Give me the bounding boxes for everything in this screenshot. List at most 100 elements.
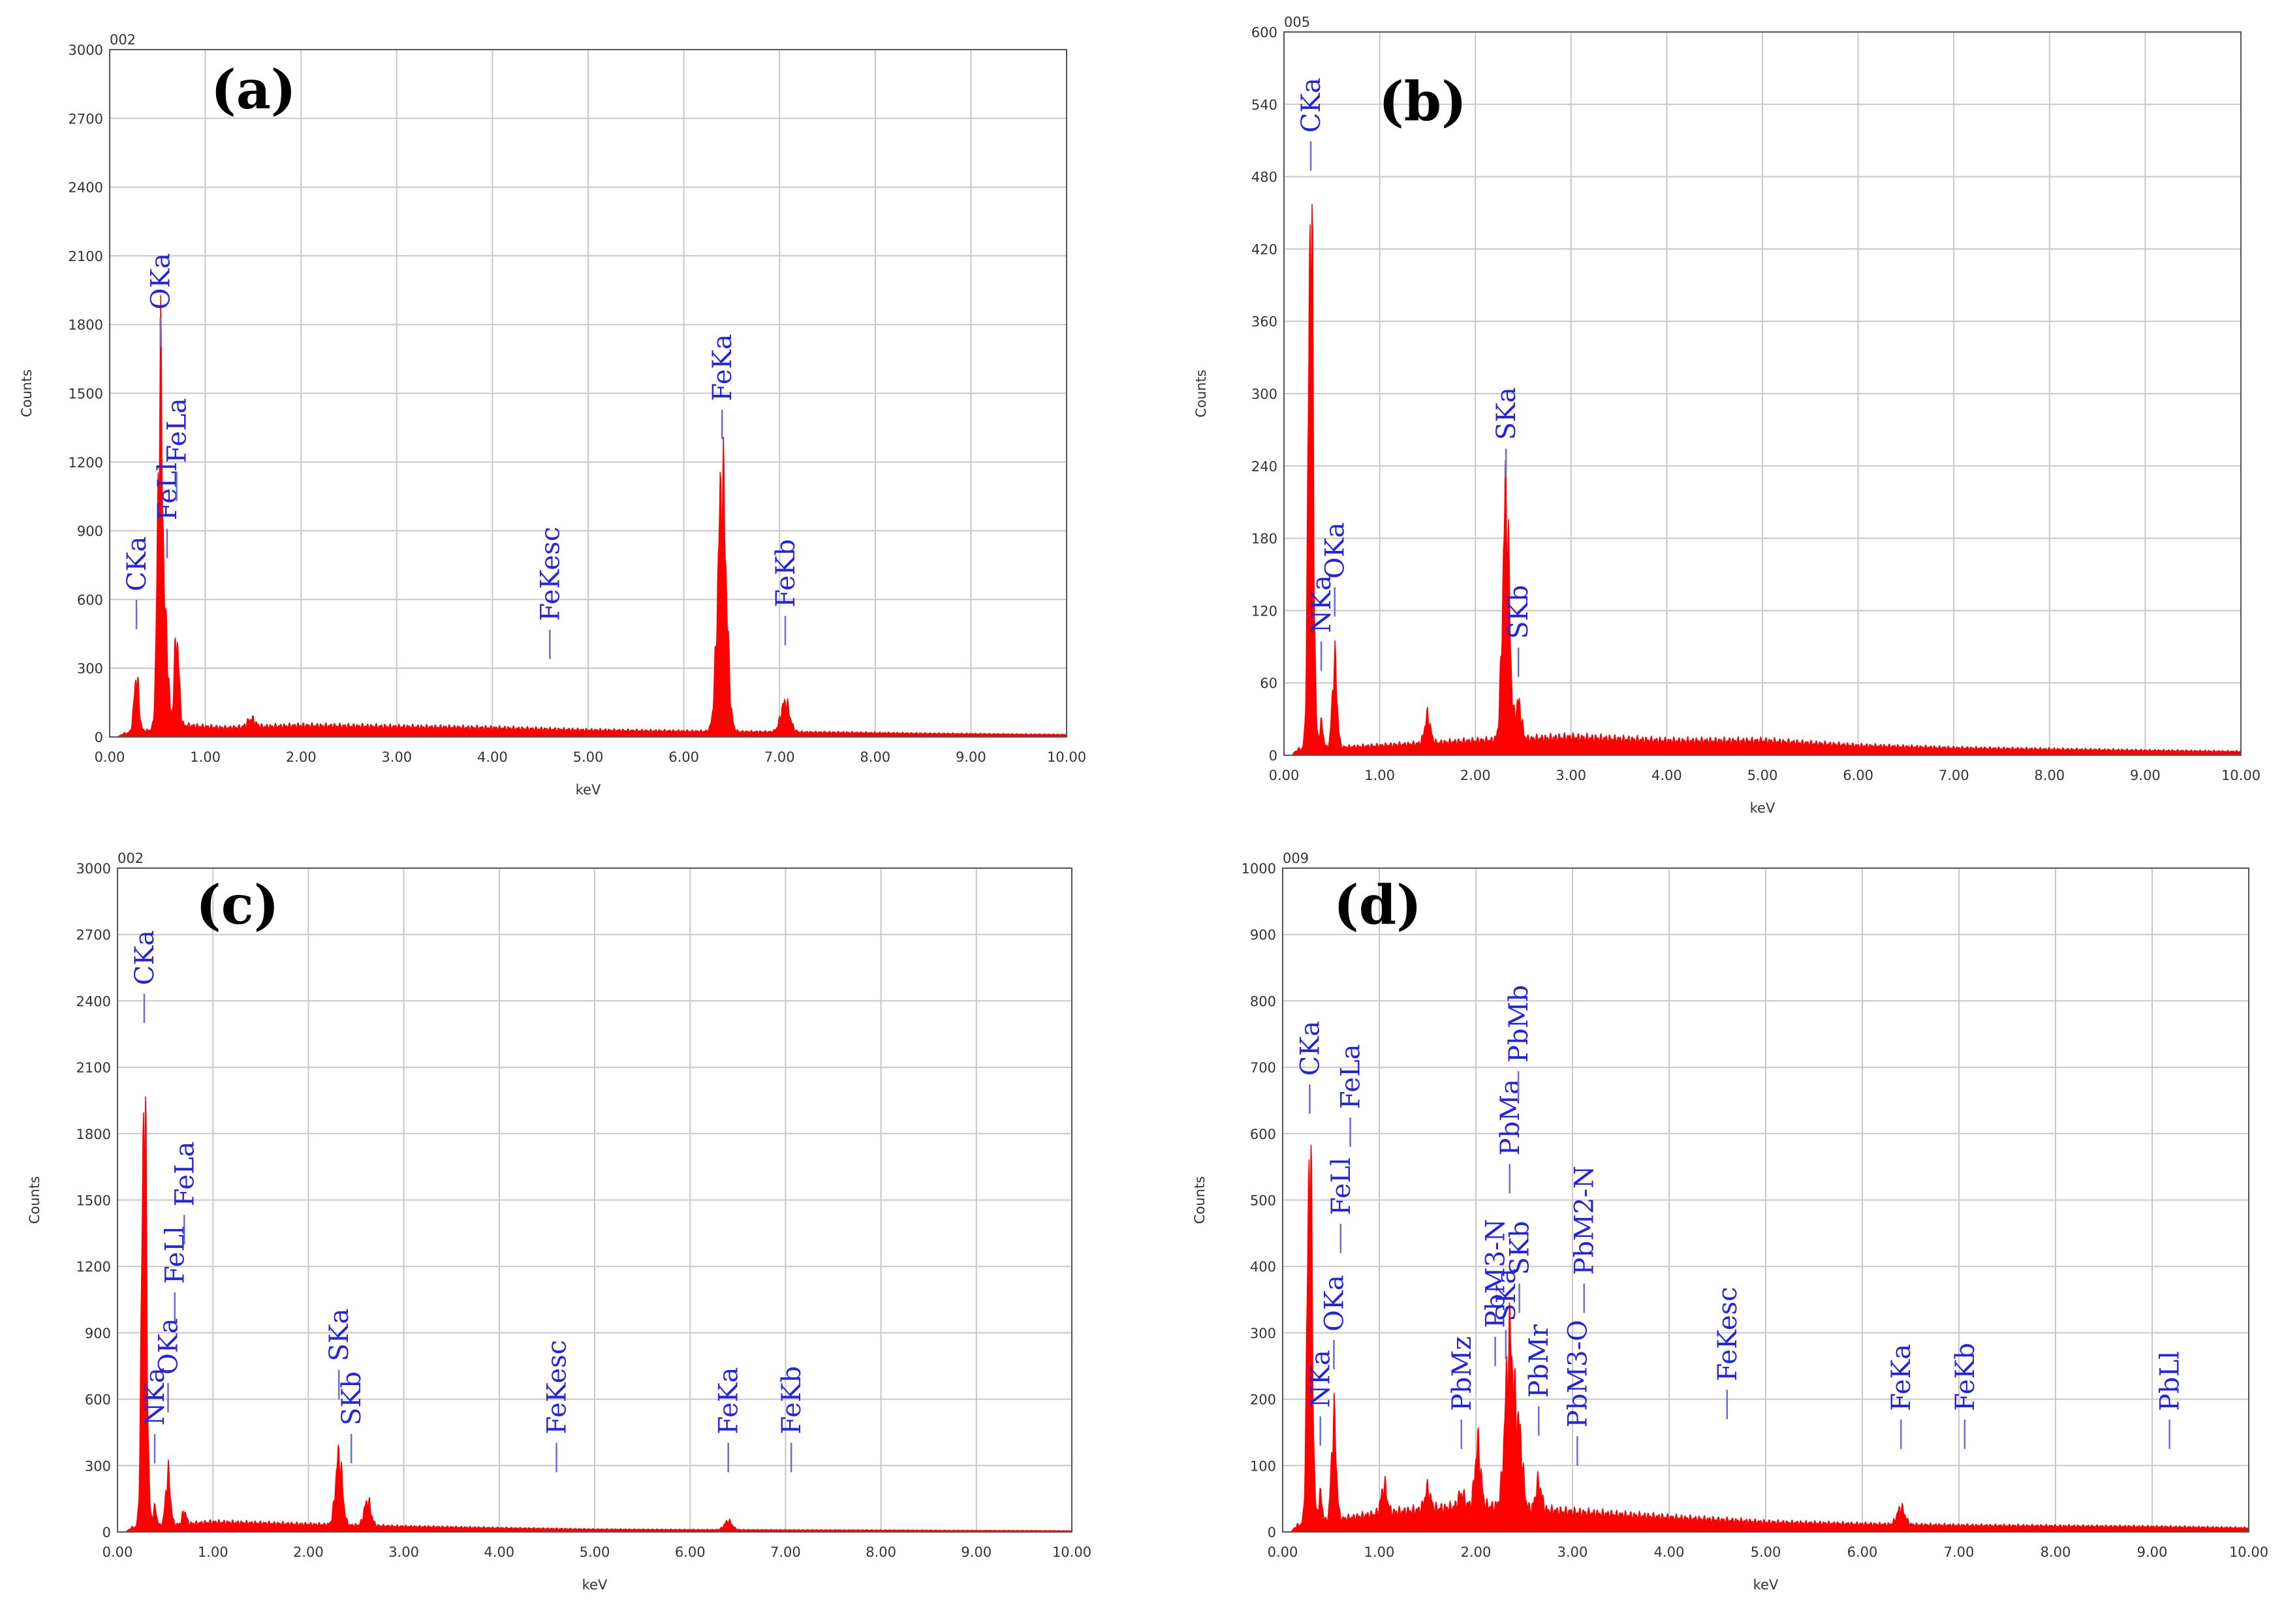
y-tick-label: 600 — [85, 1392, 111, 1408]
peak-label: FeLl — [153, 463, 183, 521]
peak-label: CKa — [130, 930, 160, 985]
peak-label: FeKa — [708, 334, 738, 401]
peak-label: FeKb — [777, 1366, 807, 1435]
x-tick-label: 9.00 — [956, 749, 986, 765]
x-tick-label: 10.00 — [2221, 768, 2261, 783]
y-tick-label: 700 — [1250, 1060, 1276, 1076]
x-tick-label: 3.00 — [388, 1544, 419, 1560]
peak-label: OKa — [1321, 522, 1351, 579]
y-tick-label: 1500 — [69, 386, 103, 402]
y-tick-label: 2400 — [69, 180, 103, 196]
y-tick-label: 400 — [1250, 1259, 1276, 1275]
x-tick-label: 4.00 — [477, 749, 508, 765]
y-tick-label: 300 — [1251, 386, 1277, 402]
x-tick-label: 8.00 — [866, 1544, 896, 1560]
spectrum-trace — [109, 294, 1067, 738]
y-axis-title: Counts — [1192, 1176, 1208, 1224]
y-tick-label: 3000 — [69, 42, 103, 58]
plot-frame — [1283, 31, 2242, 756]
peak-label: PbMr — [1524, 1324, 1554, 1398]
peak-label: NKa — [140, 1367, 170, 1426]
y-tick-label: 1200 — [69, 455, 103, 471]
x-tick-label: 0.00 — [102, 1544, 133, 1560]
y-tick-label: 800 — [1250, 993, 1276, 1009]
x-tick-label: 6.00 — [668, 749, 699, 765]
x-tick-label: 9.00 — [961, 1544, 992, 1560]
y-tick-label: 200 — [1250, 1392, 1276, 1408]
x-tick-label: 2.00 — [1460, 768, 1491, 783]
x-tick-label: 5.00 — [1751, 1544, 1781, 1560]
x-axis-title: keV — [1750, 800, 1776, 816]
peak-label: FeKesc — [1713, 1287, 1743, 1381]
y-tick-label: 1800 — [69, 317, 103, 333]
x-tick-label: 5.00 — [1747, 768, 1778, 783]
y-tick-label: 0 — [95, 730, 103, 745]
spectrum-trace — [1283, 204, 2242, 756]
peak-label: FeLl — [161, 1226, 191, 1284]
x-tick-label: 10.00 — [1052, 1544, 1091, 1560]
x-tick-label: 1.00 — [198, 1544, 228, 1560]
y-tick-label: 900 — [85, 1326, 111, 1341]
peak-label: FeLa — [170, 1142, 200, 1207]
x-tick-label: 3.00 — [1557, 1544, 1588, 1560]
x-tick-label: 1.00 — [1364, 768, 1395, 783]
x-axis-title: keV — [1753, 1577, 1779, 1593]
x-tick-label: 7.00 — [1944, 1544, 1975, 1560]
panel-tag: (c) — [196, 874, 279, 937]
x-axis-title: keV — [576, 782, 601, 798]
y-tick-label: 0 — [1268, 1525, 1276, 1540]
y-tick-label: 480 — [1251, 170, 1277, 185]
plot-frame — [117, 867, 1072, 1533]
y-tick-label: 300 — [1250, 1326, 1276, 1341]
panel-tag: (b) — [1379, 70, 1467, 133]
x-tick-label: 10.00 — [2229, 1544, 2268, 1560]
x-tick-label: 1.00 — [1364, 1544, 1395, 1560]
sample-id-label: 005 — [1284, 14, 1310, 30]
y-tick-label: 900 — [1250, 928, 1276, 943]
peak-label: PbM3-O — [1563, 1320, 1593, 1428]
peak-label: OKa — [1319, 1275, 1349, 1332]
y-tick-label: 300 — [85, 1458, 111, 1474]
y-tick-label: 900 — [77, 523, 103, 539]
peak-label: SKb — [337, 1371, 367, 1426]
peak-label: CKa — [1296, 78, 1326, 133]
y-tick-label: 420 — [1251, 242, 1277, 257]
y-axis-title: Counts — [27, 1176, 42, 1224]
x-tick-label: 8.00 — [860, 749, 890, 765]
y-tick-label: 2100 — [76, 1060, 111, 1076]
x-axis-title: keV — [582, 1577, 608, 1593]
x-tick-label: 10.00 — [1047, 749, 1086, 765]
y-tick-label: 360 — [1251, 314, 1277, 330]
peak-label: SKa — [1492, 1268, 1522, 1321]
x-tick-label: 1.00 — [190, 749, 221, 765]
peak-label: PbM3-N — [1481, 1219, 1511, 1328]
spectrum-panel: 0.00 1.00 2.00 3.00 4.00 5.00 6.00 7.00 8.00 9.00… — [27, 851, 1091, 1593]
y-tick-label: 2700 — [76, 928, 111, 943]
peak-label: SKa — [324, 1308, 354, 1361]
peak-label: NKa — [1307, 575, 1337, 633]
x-tick-label: 7.00 — [764, 749, 795, 765]
y-tick-label: 0 — [102, 1525, 111, 1540]
y-tick-label: 180 — [1251, 531, 1277, 547]
y-tick-label: 120 — [1251, 603, 1277, 619]
x-tick-label: 3.00 — [381, 749, 412, 765]
y-tick-label: 60 — [1260, 676, 1277, 691]
x-tick-label: 2.00 — [293, 1544, 324, 1560]
x-tick-label: 9.00 — [2137, 1544, 2168, 1560]
peak-label: SKb — [1505, 1221, 1535, 1275]
y-axis-title: Counts — [1193, 369, 1209, 417]
x-tick-label: 0.00 — [1268, 1544, 1298, 1560]
peak-label: FeLa — [1336, 1044, 1366, 1109]
panel-tag: (a) — [211, 59, 296, 121]
y-tick-label: 0 — [1269, 748, 1277, 764]
y-tick-label: 2100 — [69, 249, 103, 264]
y-tick-label: 600 — [77, 592, 103, 608]
x-tick-label: 5.00 — [580, 1544, 610, 1560]
x-tick-label: 5.00 — [573, 749, 604, 765]
x-tick-label: 6.00 — [1847, 1544, 1878, 1560]
sample-id-label: 009 — [1283, 851, 1309, 866]
spectrum-trace — [1282, 1144, 2249, 1533]
peak-label: FeKb — [771, 539, 801, 608]
peak-label: FeLl — [1326, 1157, 1356, 1215]
